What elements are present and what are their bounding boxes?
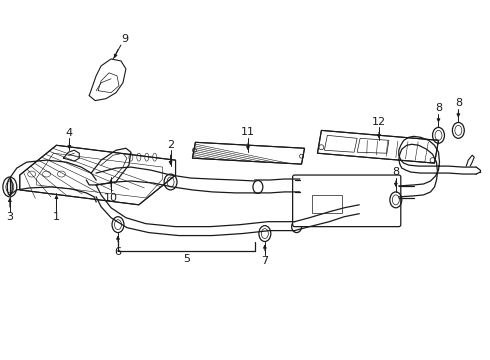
Text: 10: 10 (104, 193, 118, 203)
Text: 2: 2 (167, 140, 174, 150)
Polygon shape (20, 145, 175, 205)
Text: 11: 11 (241, 127, 255, 138)
Polygon shape (193, 142, 305, 164)
Text: 3: 3 (6, 212, 13, 222)
Text: 8: 8 (435, 103, 442, 113)
Text: 12: 12 (372, 117, 386, 127)
FancyBboxPatch shape (293, 175, 401, 227)
Polygon shape (318, 130, 439, 163)
Bar (313, 195, 342, 213)
Text: 5: 5 (183, 255, 190, 264)
Text: 8: 8 (392, 167, 399, 177)
Text: 9: 9 (122, 34, 128, 44)
Text: 6: 6 (115, 247, 122, 257)
Text: 7: 7 (261, 256, 269, 266)
Text: 4: 4 (66, 129, 73, 138)
Text: 1: 1 (53, 212, 60, 222)
Text: 8: 8 (455, 98, 462, 108)
